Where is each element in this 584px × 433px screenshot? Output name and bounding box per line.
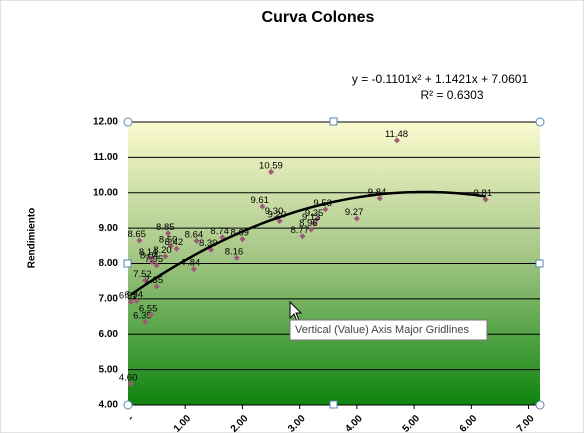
data-label: 8.39	[199, 238, 218, 249]
data-label: 10.59	[259, 160, 283, 171]
data-label: 9.13	[302, 212, 321, 223]
point	[259, 203, 266, 210]
data-label: 8.42	[165, 237, 184, 248]
point	[482, 196, 489, 203]
point	[142, 318, 149, 325]
point	[299, 233, 306, 240]
point	[149, 259, 156, 266]
data-label: 7.52	[133, 269, 152, 280]
point	[190, 266, 197, 273]
point	[376, 195, 383, 202]
point	[268, 168, 275, 175]
point	[133, 297, 140, 304]
selection-handles	[123, 117, 545, 410]
y-tick-label: 11.00	[94, 152, 119, 163]
data-label: 6.35	[133, 310, 152, 321]
point	[276, 218, 283, 225]
data-label: 9.30	[265, 206, 284, 217]
data-label: 8.65	[127, 229, 146, 240]
y-tick-label: 8.00	[99, 258, 119, 269]
data-label: 6.91	[119, 291, 138, 302]
data-label: 6.55	[139, 303, 158, 314]
y-tick-label: 4.00	[99, 400, 119, 411]
data-label: 4.60	[119, 372, 138, 383]
trendline	[130, 190, 486, 296]
point	[162, 253, 169, 260]
point	[167, 242, 174, 249]
chart-title: Curva Colones	[262, 9, 375, 26]
data-label: 8.20	[153, 245, 172, 256]
point	[310, 220, 317, 227]
point	[153, 262, 160, 269]
y-tick-label: 10.00	[93, 187, 118, 198]
data-label: 8.64	[185, 229, 204, 240]
tooltip: Vertical (Value) Axis Major Gridlines	[295, 324, 470, 336]
data-label: 8.96	[299, 218, 318, 229]
trendline-r2: R² = 0.6303	[420, 88, 483, 102]
point	[308, 226, 315, 233]
y-tick-label: 6.00	[99, 329, 119, 340]
point	[136, 237, 143, 244]
data-label: 9.25	[305, 208, 324, 219]
y-tick-label: 7.00	[99, 294, 119, 305]
point	[193, 237, 200, 244]
y-axis-title: Rendimiento	[27, 208, 38, 269]
data-label: 8.04	[140, 251, 159, 262]
data-label: 8.16	[225, 246, 244, 257]
point	[127, 299, 134, 306]
data-label: 7.84	[182, 258, 201, 269]
point	[173, 245, 180, 252]
point	[127, 380, 134, 387]
data-label: 11.48	[385, 129, 408, 140]
data-label: 8.77	[291, 225, 310, 236]
data-label: 8.85	[156, 222, 175, 233]
data-label: 8.50	[159, 234, 178, 245]
point	[153, 283, 160, 290]
point	[142, 277, 149, 284]
data-label: 9.84	[368, 187, 387, 198]
trendline-equation: y = -0.1101x² + 1.1421x + 7.0601	[352, 72, 529, 86]
point	[165, 230, 172, 237]
data-label: 9.61	[250, 195, 269, 206]
point	[233, 254, 240, 261]
y-tick-label: 12.00	[93, 117, 118, 128]
data-label: 9.81	[474, 188, 493, 199]
x-tick-label: -	[126, 413, 136, 423]
data-label: 7.95	[145, 254, 164, 265]
y-tick-label: 5.00	[99, 364, 119, 375]
data-label: 6.94	[125, 290, 144, 301]
data-label: 8.74	[210, 226, 229, 237]
y-tick-label: 9.00	[99, 223, 119, 234]
data-label: 9.20	[268, 210, 287, 221]
data-label: 8.14	[139, 247, 158, 258]
point	[353, 215, 360, 222]
point	[322, 206, 329, 213]
tooltip-box	[289, 319, 488, 341]
point	[393, 137, 400, 144]
data-label: 9.27	[345, 207, 364, 218]
point	[239, 236, 246, 243]
point	[147, 311, 154, 318]
point	[313, 216, 320, 223]
